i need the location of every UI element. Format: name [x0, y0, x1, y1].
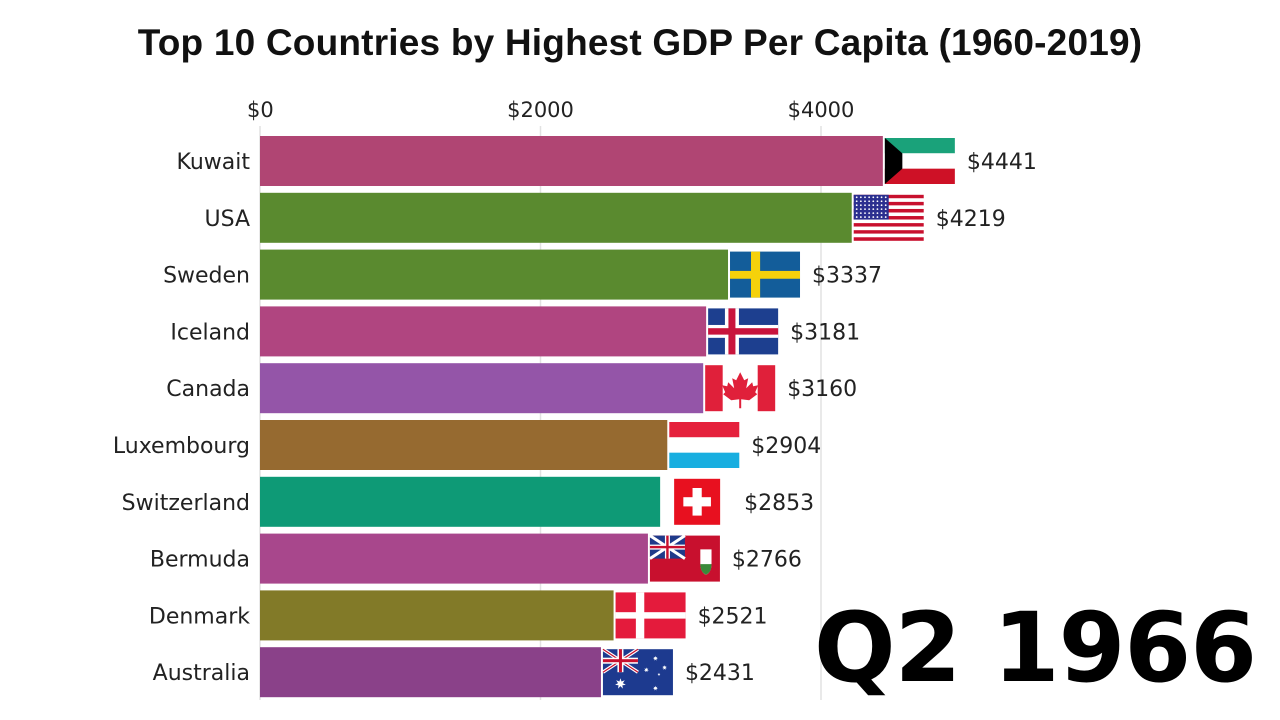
bar: [260, 306, 707, 357]
bar: [260, 647, 601, 698]
denmark-flag-icon: [615, 592, 686, 639]
category-label: USA: [204, 207, 250, 232]
value-label: $2853: [744, 491, 814, 516]
value-label: $2766: [732, 548, 802, 573]
x-tick-label: $0: [247, 98, 274, 122]
category-label: Switzerland: [122, 491, 250, 516]
switzerland-flag-icon: [674, 478, 721, 525]
bar-row: Luxembourg $2904: [113, 420, 821, 470]
category-label: Luxembourg: [113, 434, 250, 459]
bar: [260, 363, 704, 414]
bar-row: Canada $3160: [166, 363, 857, 414]
value-label: $3181: [790, 320, 860, 345]
bar-row: Denmark $2521: [149, 590, 768, 641]
kuwait-flag-icon: [884, 138, 955, 184]
x-axis-ticks: $0 $2000 $4000: [247, 98, 854, 122]
bar-row: Bermuda $2766: [150, 533, 802, 584]
bar: [260, 136, 883, 186]
category-label: Canada: [166, 377, 250, 402]
category-label: Australia: [153, 661, 250, 686]
value-label: $4441: [967, 150, 1037, 175]
chart-title: Top 10 Countries by Highest GDP Per Capi…: [137, 22, 1143, 63]
bars: Kuwait $4441 USA $4219 Sweden $3337 Iceland $31…: [113, 136, 1037, 698]
value-label: $2431: [685, 661, 755, 686]
period-label: Q2 1966: [813, 592, 1257, 704]
category-label: Kuwait: [177, 150, 251, 175]
value-label: $3337: [812, 264, 882, 289]
bar-row: Australia $2431: [153, 647, 755, 698]
category-label: Sweden: [163, 264, 250, 289]
sweden-flag-icon: [730, 251, 801, 298]
bar-row: USA $4219: [204, 192, 1006, 243]
bar-row: Switzerland $2853: [122, 476, 814, 527]
bar: [260, 590, 614, 641]
value-label: $2521: [698, 604, 768, 629]
x-tick-label: $4000: [788, 98, 855, 122]
iceland-flag-icon: [708, 308, 779, 355]
usa-flag-icon: [853, 194, 924, 241]
value-label: $2904: [751, 434, 821, 459]
canada-flag-icon: [705, 365, 776, 412]
category-label: Denmark: [149, 604, 250, 629]
category-label: Iceland: [170, 320, 250, 345]
bar: [260, 476, 661, 527]
value-label: $3160: [787, 377, 857, 402]
bar: [260, 249, 729, 300]
x-tick-label: $2000: [507, 98, 574, 122]
bar: [260, 192, 852, 243]
category-label: Bermuda: [150, 548, 250, 573]
bar-row: Kuwait $4441: [177, 136, 1037, 186]
bar: [260, 533, 648, 584]
bar-row: Sweden $3337: [163, 249, 882, 300]
bar: [260, 420, 668, 470]
bermuda-flag-icon: [649, 534, 720, 582]
luxembourg-flag-icon: [669, 422, 740, 468]
bar-row: Iceland $3181: [170, 306, 860, 357]
australia-flag-icon: [601, 647, 673, 696]
value-label: $4219: [936, 207, 1006, 232]
